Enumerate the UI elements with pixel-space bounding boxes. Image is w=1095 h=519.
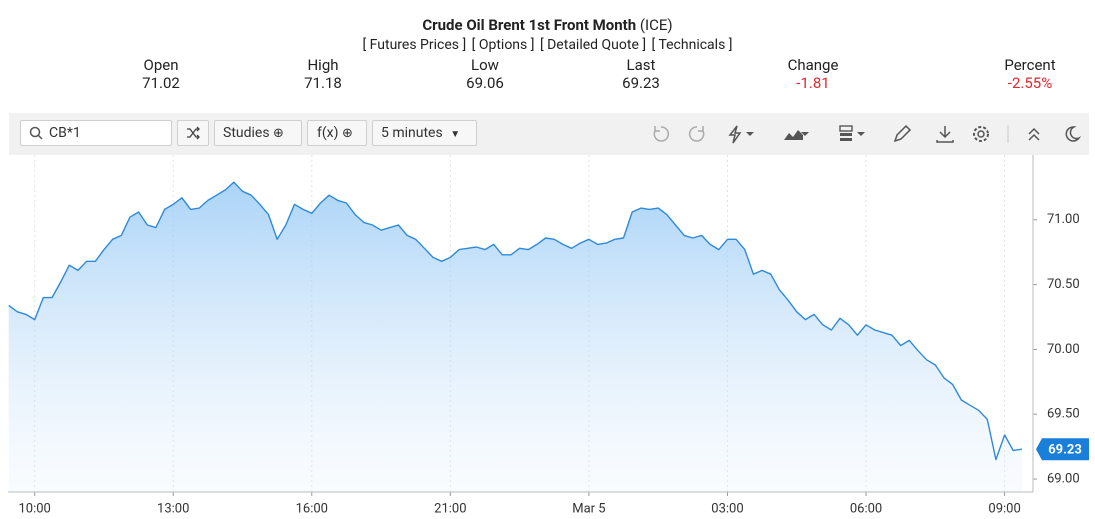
symbol-search[interactable]: CB*1 [20,120,172,146]
x-tick-label: 10:00 [18,501,50,516]
stat-value: -1.81 [796,74,830,92]
title: Crude Oil Brent 1st Front Month (ICE) [0,16,1095,34]
y-tick-label: 69.00 [1047,471,1080,486]
x-tick-label: 21:00 [434,501,466,516]
price-line [8,181,1023,461]
toolbar-icons [653,124,1082,144]
stat-value: 69.23 [622,74,660,92]
stat-value: 69.06 [466,74,504,92]
stat: Low 69.06 [425,56,545,92]
stat: Percent -2.55% [970,56,1090,92]
x-tick-label: Mar 5 [572,501,605,516]
stat: Open 71.02 [101,56,221,92]
x-tick-label: 03:00 [711,501,743,516]
shuffle-icon [187,126,200,140]
x-tick-label: 16:00 [296,501,328,516]
stat: Last 69.23 [581,56,701,92]
x-tick-label: 09:00 [988,501,1020,516]
stat: High 71.18 [263,56,383,92]
link[interactable]: [ Futures Prices ] [362,37,467,53]
chart: 10:00 13:00 16:00 21:00 Mar 5 03:00 06:00 09:00… [8,155,1089,516]
instrument-name: Crude Oil Brent 1st Front Month [422,16,637,34]
links: [ Futures Prices ] [ Options ] [ Detaile… [0,37,1095,53]
studies-button[interactable]: Studies ⊕ [214,120,302,146]
studies-label: Studies [223,125,270,141]
stat-label: Open [143,56,179,74]
exchange: (ICE) [639,16,673,34]
symbol: CB*1 [49,125,81,141]
stat-label: Change [787,56,839,74]
stat-label: Low [471,56,499,74]
link[interactable]: [ Technicals ] [651,37,733,53]
y-tick-label: 70.50 [1047,277,1080,292]
area-fill [8,182,1022,492]
last-price-badge [1036,438,1089,461]
stat-value: -2.55% [1007,74,1053,92]
stat-value: 71.02 [142,74,180,92]
x-tick-label: 13:00 [157,501,189,516]
y-tick-label: 69.50 [1047,407,1080,422]
fx-button[interactable]: f(x) ⊕ [307,120,367,146]
y-tick-label: 71.00 [1047,212,1080,227]
toolbar: CB*1 Studies ⊕ f(x) ⊕ 5 minutes ▼ [9,113,1089,155]
interval-button[interactable]: 5 minutes ▼ [372,120,477,146]
stat-label: Percent [1004,56,1056,74]
interval-label: 5 minutes [381,125,443,141]
stat-label: High [307,56,339,74]
last-price-label: 69.23 [1048,443,1082,458]
link[interactable]: [ Options ] [471,37,535,53]
stat-label: Last [626,56,656,74]
search-icon [29,126,43,140]
stat-value: 71.18 [304,74,342,92]
fx-label: f(x) [317,125,339,141]
compare-button[interactable] [177,120,209,146]
y-tick-label: 70.00 [1047,342,1080,357]
x-tick-label: 06:00 [850,501,882,516]
link[interactable]: [ Detailed Quote ] [539,37,647,53]
stat: Change -1.81 [753,56,873,92]
